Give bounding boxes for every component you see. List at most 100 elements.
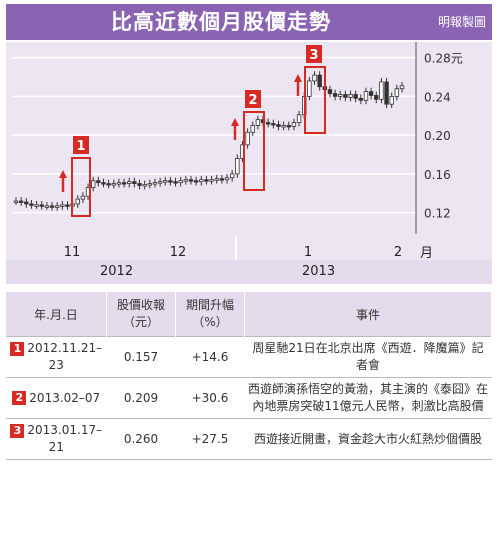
highlight-badge <box>73 136 89 154</box>
table-row: 3 2013.01.17–21 0.260 +27.5 西遊接近開畫，資金趁大市火紅熱炒… <box>6 418 492 460</box>
highlight-badge-label: 3 <box>309 48 318 63</box>
table-header-row: 年.月.日 股價收報 （元） 期間升幅 （%） 事件 <box>6 292 492 337</box>
candle-body <box>224 177 230 181</box>
highlight-badge-label: 1 <box>76 139 85 154</box>
candle-body <box>157 181 163 184</box>
candle-body <box>34 204 39 207</box>
candle-body <box>54 205 60 208</box>
candle-body <box>374 95 379 100</box>
highlight-box <box>71 157 91 217</box>
candle-body <box>327 89 333 94</box>
event-date-cell: 1 2012.11.21–23 <box>6 336 107 378</box>
candle-body <box>384 81 389 105</box>
candle-body <box>271 123 276 126</box>
candle-body <box>307 80 312 97</box>
x-tick-label: 11 <box>64 245 81 260</box>
highlight-box <box>304 66 326 134</box>
up-arrow-head-icon <box>294 74 302 82</box>
event-price: 0.260 <box>106 418 176 460</box>
table-row: 2 2013.02–07 0.209 +30.6 西遊師演孫悟空的黃渤，其主演的《泰囧》… <box>6 377 492 419</box>
candle-body <box>338 94 343 97</box>
candle-body <box>291 122 297 127</box>
candle-body <box>163 180 168 183</box>
event-change: +30.6 <box>175 377 245 419</box>
highlight-box <box>243 111 265 191</box>
candle-body <box>183 179 189 182</box>
candle-body <box>173 181 178 184</box>
candle-body <box>204 179 209 182</box>
event-price: 0.157 <box>106 336 176 378</box>
candle-body <box>348 94 353 98</box>
col-change-header: 期間升幅 （%） <box>175 292 245 337</box>
candle-body <box>121 182 127 185</box>
col-date-header: 年.月.日 <box>6 292 107 337</box>
candle-body <box>18 200 24 203</box>
event-description: 周星馳21日在北京出席《西遊．降魔篇》記者會 <box>244 336 492 378</box>
candle-body <box>101 182 106 185</box>
candle-body <box>49 205 55 208</box>
year-label-2012: 2012 <box>100 264 134 279</box>
x-axis-unit: 月 <box>420 246 433 261</box>
event-description: 西遊接近開畫，資金趁大市火紅熱炒個價股 <box>244 418 492 460</box>
y-tick-label: 0.12 <box>424 207 451 221</box>
y-tick-label: 0.20 <box>424 129 451 143</box>
event-price: 0.209 <box>106 377 176 419</box>
candle-body <box>389 96 394 105</box>
table-row: 1 2012.11.21–23 0.157 +14.6 周星馳21日在北京出席《西遊．降… <box>6 336 492 378</box>
candle-body <box>343 94 348 98</box>
candle-body <box>379 81 384 100</box>
candle-body <box>80 195 86 200</box>
candle-body <box>276 124 281 127</box>
y-tick-label: 0.16 <box>424 168 451 182</box>
candle-body <box>332 93 338 97</box>
candle-body <box>286 125 291 128</box>
year-label-2013: 2013 <box>302 264 336 279</box>
candle-body <box>229 173 235 179</box>
candle-body <box>147 183 153 186</box>
candle-body <box>29 203 34 206</box>
up-arrow-head-icon <box>59 170 67 178</box>
event-change: +14.6 <box>175 336 245 378</box>
candle-body <box>250 125 255 133</box>
event-date: 2012.11.21–23 <box>27 341 103 372</box>
y-tick-label: 0.28元 <box>424 52 463 66</box>
candle-body <box>137 183 142 186</box>
candle-body <box>245 131 250 146</box>
chart-header: 比高近數個月股價走勢 明報製圖 <box>6 4 492 40</box>
col-event-header: 事件 <box>244 292 492 337</box>
candle-body <box>65 204 70 207</box>
candle-body <box>106 183 111 186</box>
y-tick-label: 0.24 <box>424 90 451 104</box>
candle-body <box>142 184 147 187</box>
candle-body <box>312 74 317 82</box>
candle-body <box>91 180 96 188</box>
candle-body <box>214 178 219 181</box>
candle-body <box>296 114 302 123</box>
candle-body <box>96 180 101 184</box>
highlight-badge <box>245 90 261 108</box>
chart-credit: 明報製圖 <box>437 15 486 29</box>
highlight-badge <box>306 45 322 63</box>
candle-body <box>111 183 116 186</box>
candle-body <box>358 97 364 101</box>
candle-body <box>44 205 50 208</box>
candle-body <box>209 179 214 182</box>
event-date: 2013.01.17–21 <box>27 423 103 454</box>
event-badge: 2 <box>12 391 27 405</box>
x-tick-label: 2 <box>394 245 402 260</box>
chart-area <box>6 42 492 284</box>
candle-body <box>116 182 122 185</box>
event-description: 西遊師演孫悟空的黃渤，其主演的《泰囧》在內地票房突破11億元人民幣，刺激比高股價 <box>244 377 492 419</box>
candle-body <box>399 85 405 90</box>
candle-body <box>368 91 374 96</box>
candle-body <box>281 125 286 128</box>
year-row: 2012 2013 <box>6 260 492 284</box>
candle-body <box>127 181 132 184</box>
candle-body <box>193 180 199 183</box>
event-badge: 1 <box>10 341 25 356</box>
candle-body <box>178 180 183 184</box>
candle-body <box>13 200 19 203</box>
candle-body <box>235 157 240 175</box>
candle-body <box>265 122 271 125</box>
candle-body <box>363 91 369 101</box>
